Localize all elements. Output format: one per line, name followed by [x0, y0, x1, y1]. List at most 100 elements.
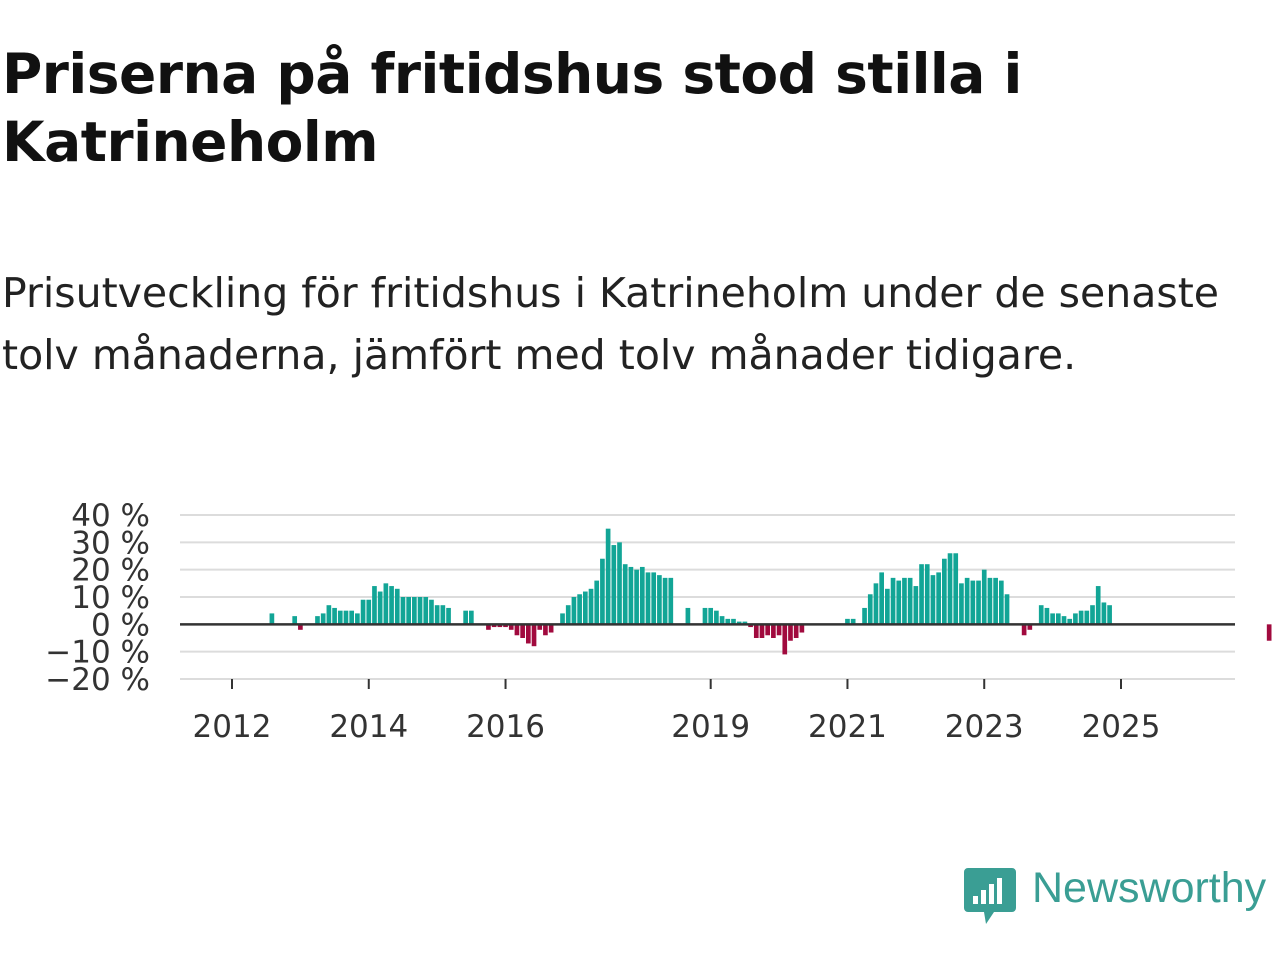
bar: [1044, 607, 1050, 625]
bar: [600, 558, 605, 625]
bar: [394, 588, 400, 625]
bar: [332, 607, 337, 625]
bar: [753, 624, 759, 638]
bar: [964, 577, 970, 625]
bar: [867, 594, 873, 625]
bar: [605, 528, 611, 625]
x-tick-label: 2016: [466, 709, 545, 745]
bar: [486, 624, 491, 630]
bar: [360, 599, 366, 625]
y-tick-label: 10 %: [71, 580, 150, 616]
bar: [491, 624, 497, 628]
bar: [668, 577, 674, 625]
bar: [862, 607, 867, 625]
x-tick-label: 2025: [1082, 709, 1161, 745]
bar: [981, 569, 987, 625]
bar: [1050, 613, 1055, 625]
bar: [959, 583, 964, 625]
bar: [1101, 602, 1107, 625]
bar: [571, 597, 577, 625]
bar: [736, 621, 742, 625]
bar: [947, 553, 953, 625]
bar: [930, 575, 936, 625]
bar: [634, 569, 639, 625]
bar: [953, 553, 959, 625]
bar: [377, 591, 383, 625]
bar: [771, 624, 776, 638]
bar: [759, 624, 765, 638]
bar: [628, 566, 634, 625]
bar: [850, 618, 856, 625]
bar: [1090, 605, 1095, 625]
bar: [942, 558, 947, 625]
bar: [685, 607, 691, 625]
bar: [936, 572, 941, 625]
bar: [1021, 624, 1027, 636]
bar: [873, 583, 879, 625]
bar: [337, 610, 343, 625]
bar: [543, 624, 548, 636]
bar: [1107, 605, 1112, 625]
bar: [657, 575, 662, 625]
y-tick-label: −10 %: [45, 635, 150, 671]
bar: [645, 572, 651, 625]
bar: [298, 624, 303, 630]
bar: [588, 588, 594, 625]
bar: [617, 542, 622, 625]
bar: [548, 624, 554, 633]
bar: [1061, 616, 1067, 625]
bar: [1027, 624, 1033, 630]
bar: [845, 618, 850, 625]
bar: [702, 607, 708, 625]
bar: [970, 580, 976, 625]
bar: [993, 577, 998, 625]
bar: [446, 607, 451, 625]
brand-name: Newsworthy: [1032, 864, 1267, 912]
bar: [469, 610, 474, 625]
bar: [383, 583, 389, 625]
bar: [389, 586, 394, 625]
bar: [315, 616, 320, 625]
bar: [269, 613, 275, 625]
bar: [292, 616, 298, 625]
bar: [349, 610, 355, 625]
chart-subtitle: Prisutveckling för fritidshus i Katrineh…: [2, 269, 1220, 379]
chart-title: Priserna på fritidshus stod stilla i Kat…: [2, 42, 1022, 174]
y-tick-label: 0 %: [91, 607, 150, 643]
bar: [924, 564, 930, 625]
bar: [434, 605, 440, 625]
bar: [708, 607, 714, 625]
bar: [742, 621, 748, 625]
x-tick-label: 2021: [808, 709, 887, 745]
bar: [565, 605, 571, 625]
bar: [765, 624, 771, 636]
bar: [520, 624, 525, 638]
bar: [998, 580, 1004, 625]
bar: [1078, 610, 1084, 625]
bar: [1073, 613, 1078, 625]
bar: [537, 624, 543, 630]
bar: [372, 586, 377, 625]
bar: [343, 610, 349, 625]
bar: [440, 605, 446, 625]
bar: [879, 572, 884, 625]
bar: [1055, 613, 1061, 625]
bar: [1067, 618, 1073, 625]
bar: [355, 613, 360, 625]
bar: [651, 572, 657, 625]
bar: [514, 624, 520, 636]
bar: [622, 564, 628, 625]
bar: [1084, 610, 1090, 625]
bar: [719, 616, 725, 625]
bar: [987, 577, 993, 625]
x-tick-label: 2014: [329, 709, 408, 745]
bar: [508, 624, 514, 630]
bar: [919, 564, 924, 625]
brand-logo: Newsworthy: [964, 864, 1280, 926]
newsworthy-logo-icon: [964, 868, 1016, 924]
y-tick-label: 30 %: [71, 525, 150, 561]
bar: [531, 624, 537, 647]
bar: [639, 566, 645, 625]
bar: [793, 624, 799, 638]
y-tick-label: 40 %: [71, 498, 150, 534]
